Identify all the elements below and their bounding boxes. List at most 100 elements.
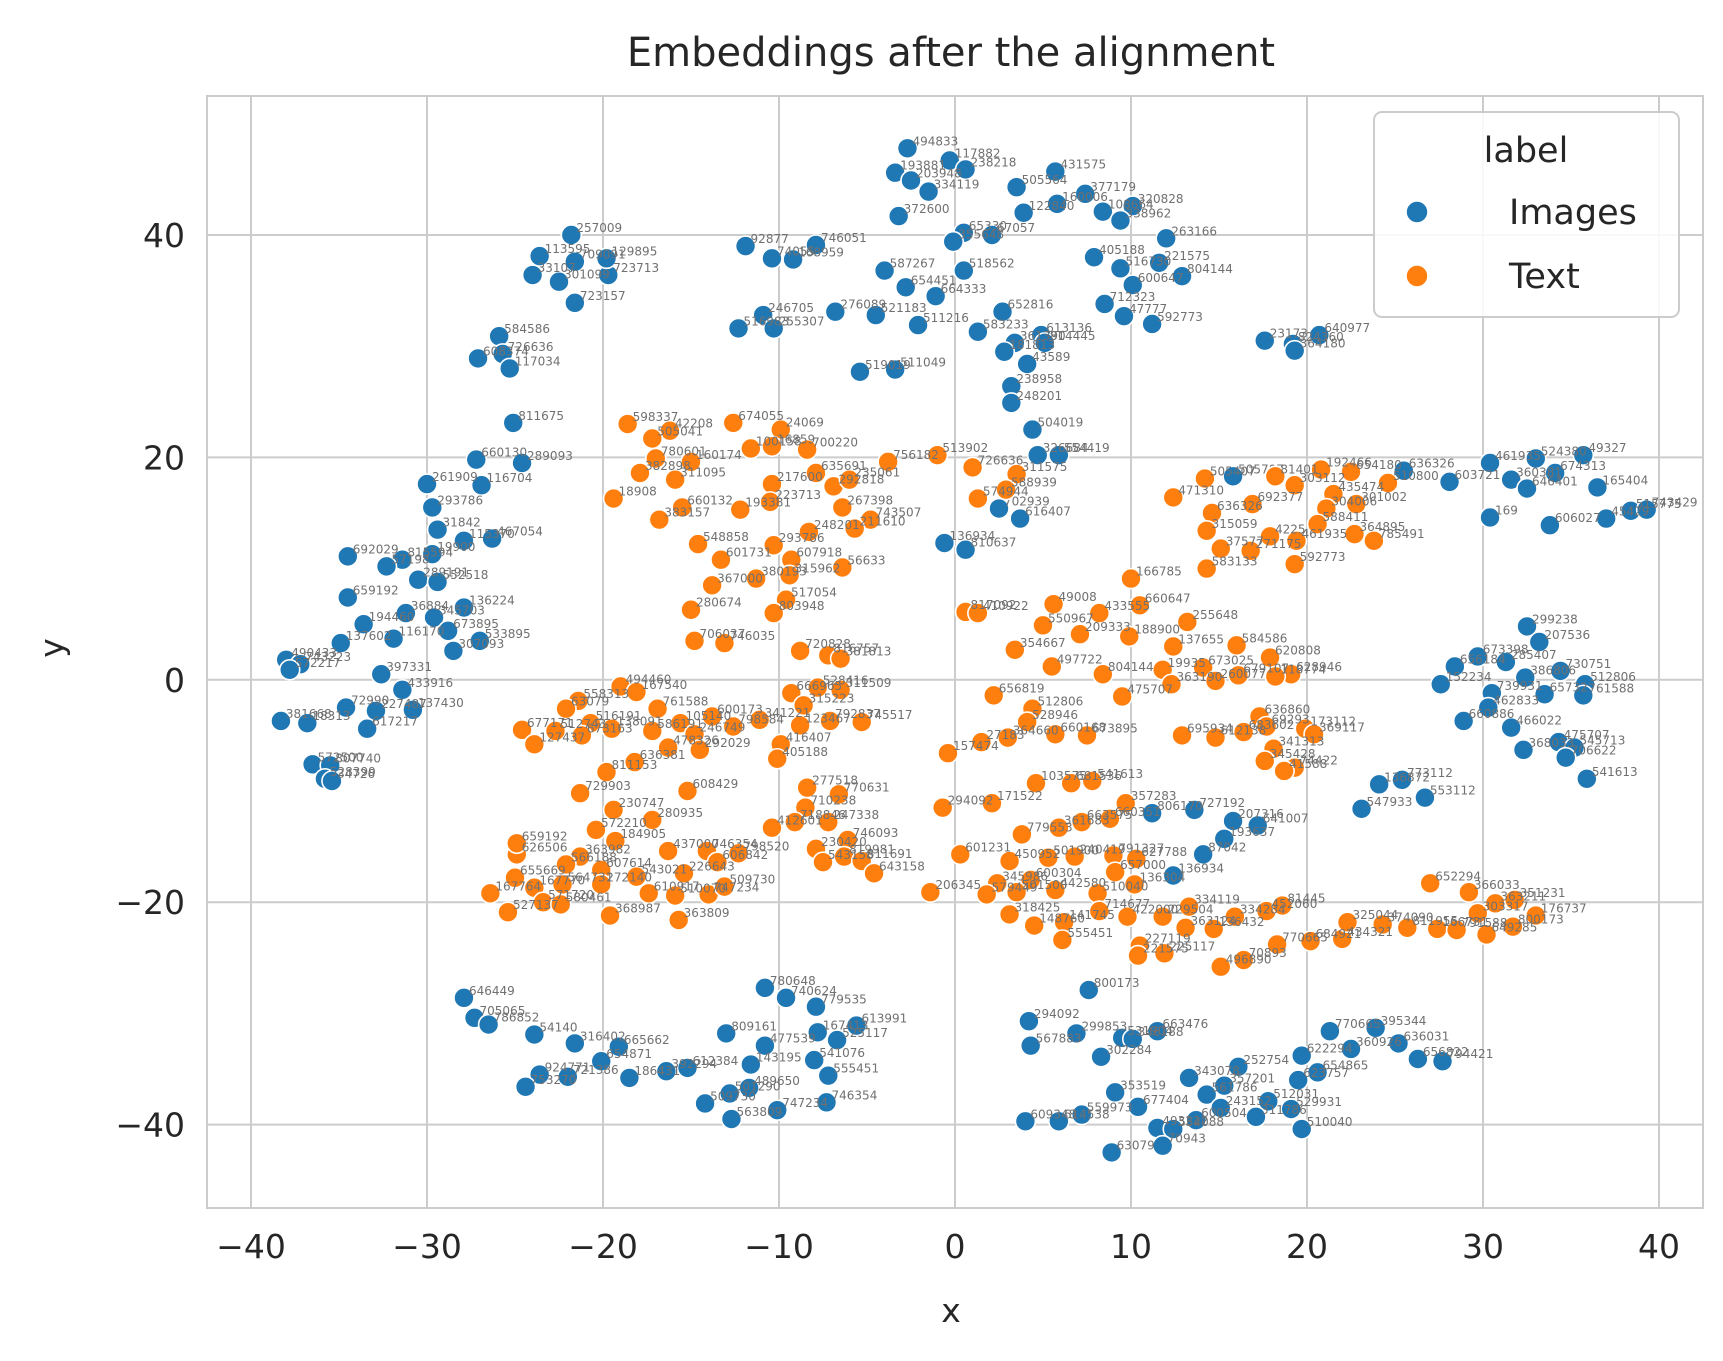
- data-point: [805, 234, 827, 256]
- data-point: [1280, 1098, 1302, 1120]
- data-point: [1046, 193, 1068, 215]
- data-point: [1245, 1106, 1267, 1128]
- data-point: [595, 247, 618, 270]
- data-point-label: 289191: [423, 566, 469, 580]
- data-point-label: 505564: [1022, 173, 1068, 187]
- data-point-label: 363211: [1500, 889, 1546, 903]
- data-point-label: 363124: [1191, 914, 1237, 928]
- data-point-label: 521183: [881, 301, 927, 315]
- data-point: [701, 705, 723, 728]
- data-point: [1183, 799, 1206, 821]
- data-point-label: 123467: [805, 711, 851, 725]
- data-point: [817, 811, 840, 833]
- data-point: [740, 437, 762, 460]
- data-point-label: 636326: [1409, 457, 1455, 471]
- data-point-label: 531904: [1127, 1024, 1173, 1038]
- data-point: [657, 736, 679, 759]
- data-point-label: 811675: [518, 409, 564, 423]
- data-point-label: 770665: [1335, 1017, 1381, 1031]
- data-point: [954, 158, 977, 181]
- data-point-label: 18313: [312, 709, 350, 723]
- data-point-label: 592773: [1300, 550, 1346, 564]
- data-point-label: 116170: [399, 625, 445, 639]
- data-point: [1121, 195, 1144, 217]
- data-point: [1576, 767, 1598, 790]
- data-point: [1452, 710, 1475, 732]
- data-point-label: 341221: [765, 706, 811, 720]
- data-point: [676, 780, 699, 802]
- data-point: [1368, 773, 1390, 796]
- data-point-label: 677171: [527, 716, 573, 730]
- data-point-label: 656822: [1423, 1045, 1469, 1059]
- data-point: [1120, 567, 1142, 590]
- data-point: [694, 1092, 716, 1115]
- data-point-label: 380193: [761, 565, 807, 579]
- data-point: [713, 875, 736, 898]
- data-point: [1319, 1020, 1341, 1042]
- data-point-label: 510040: [1103, 879, 1149, 893]
- data-point-label: 553112: [1430, 784, 1476, 798]
- data-point-label: 382898: [645, 459, 691, 473]
- data-point: [754, 977, 776, 999]
- data-point: [1458, 881, 1480, 903]
- data-point-label: 363190: [1176, 670, 1222, 684]
- data-point: [590, 1050, 613, 1073]
- data-point: [1227, 1055, 1250, 1078]
- data-point-label: 501290: [735, 1079, 781, 1093]
- data-point-label: 338962: [1125, 207, 1171, 221]
- data-point: [806, 676, 829, 699]
- data-point-label: 705065: [480, 1004, 526, 1018]
- data-point-label: 188900: [1134, 622, 1180, 636]
- data-point-label: 584586: [1242, 631, 1288, 645]
- data-point-label: 381668: [286, 707, 332, 721]
- data-point-label: 136934: [949, 529, 995, 543]
- data-point-label: 496890: [1226, 953, 1272, 967]
- data-point-label: 167764: [495, 879, 541, 893]
- data-point-label: 117882: [955, 146, 1001, 160]
- data-point-label: 600647: [1138, 271, 1184, 285]
- data-point: [481, 527, 503, 550]
- data-point: [571, 724, 593, 747]
- data-point-label: 173112: [1310, 715, 1356, 729]
- data-point: [995, 478, 1017, 501]
- data-point: [1444, 655, 1466, 678]
- data-point: [437, 620, 459, 642]
- data-point: [673, 862, 695, 885]
- data-point-label: 462833: [1493, 694, 1539, 708]
- data-point-label: 714677: [1104, 897, 1150, 911]
- data-point: [1194, 467, 1216, 490]
- data-point: [1162, 1118, 1185, 1140]
- data-point-label: 601231: [965, 840, 1011, 854]
- data-point-label: 475707: [1127, 682, 1173, 696]
- data-point: [1299, 930, 1322, 952]
- data-point-label: 510070: [680, 882, 726, 896]
- data-point-label: 673163: [587, 721, 633, 735]
- data-point: [1572, 684, 1595, 707]
- data-point-label: 806170: [1157, 799, 1203, 813]
- data-point-label: 435474: [1338, 480, 1384, 494]
- data-point: [981, 792, 1003, 815]
- data-point: [423, 606, 445, 629]
- data-point-label: 683602: [1249, 718, 1295, 732]
- data-point: [1429, 673, 1452, 696]
- data-point-label: 271175: [1256, 537, 1302, 551]
- data-point-label: 166785: [1136, 565, 1182, 579]
- data-point: [1116, 905, 1139, 928]
- data-point-label: 72990: [351, 694, 389, 708]
- data-point: [683, 630, 706, 652]
- data-point-label: 743507: [876, 506, 922, 520]
- data-point-label: 433916: [407, 676, 453, 690]
- data-point: [843, 517, 866, 540]
- data-point-label: 136872: [1384, 770, 1430, 784]
- data-point: [1021, 418, 1044, 441]
- data-point: [1222, 810, 1244, 832]
- data-point: [680, 451, 702, 473]
- data-point-label: 70943: [1168, 1132, 1206, 1146]
- data-point: [710, 548, 732, 571]
- data-point: [805, 462, 827, 484]
- data-point-label: 792837: [835, 707, 881, 721]
- data-point: [1396, 916, 1419, 939]
- y-axis-label: y: [32, 638, 71, 658]
- data-point: [1273, 760, 1295, 782]
- data-point: [798, 521, 820, 543]
